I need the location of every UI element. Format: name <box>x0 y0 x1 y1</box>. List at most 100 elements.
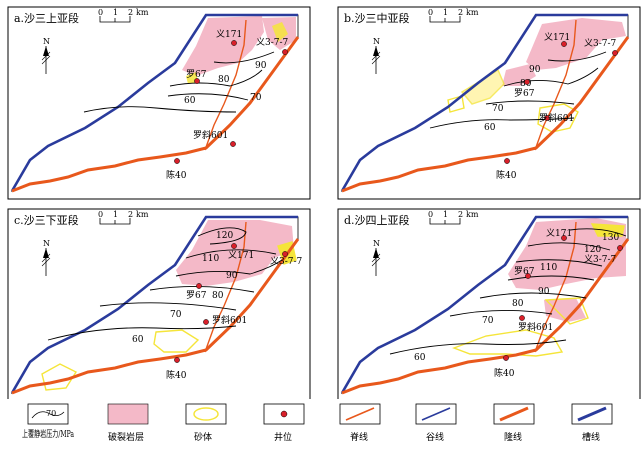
well-label: 罗斜601 <box>212 314 247 326</box>
legend-label: 谷线 <box>426 431 444 443</box>
svg-text:1: 1 <box>443 210 448 219</box>
panel-c: c.沙三下亚段 0 1 2 km N 120 <box>7 208 311 402</box>
well-label: 陈40 <box>496 169 517 181</box>
contour-label-80: 80 <box>218 75 230 85</box>
contour-label-120: 120 <box>216 231 233 241</box>
pressure-contours <box>429 51 607 129</box>
scale-bar: 0 1 2 km <box>428 8 479 23</box>
svg-text:1: 1 <box>113 8 118 17</box>
legend-item-fracture: 破裂岩层 <box>107 403 149 443</box>
svg-text:2: 2 <box>458 8 463 17</box>
legend: 70 上覆静岩压力/MPa 破裂岩层 砂体 井位 脊线 谷线 <box>0 399 641 461</box>
svg-text:km: km <box>136 8 149 17</box>
north-arrow-icon: N <box>41 37 51 75</box>
well-label: 罗67 <box>514 266 535 277</box>
panel-b-title: b.沙三中亚段 <box>344 11 410 25</box>
svg-text:2: 2 <box>128 210 133 219</box>
scale-bar: 0 1 2 km <box>428 210 479 225</box>
north-arrow-icon: N <box>41 239 51 277</box>
well-label: 罗67 <box>514 88 535 99</box>
panel-a-title: a.沙三上亚段 <box>14 11 79 25</box>
legend-item-ridge: 脊线 <box>339 403 381 443</box>
sand-bodies <box>452 223 625 357</box>
svg-text:2: 2 <box>458 210 463 219</box>
contour-label-60: 60 <box>132 335 144 345</box>
contour-label-70: 70 <box>492 104 504 114</box>
legend-label: 破裂岩层 <box>108 431 144 443</box>
contour-label-120: 120 <box>584 245 601 255</box>
pressure-contours <box>83 51 275 113</box>
legend-item-valley: 谷线 <box>415 403 457 443</box>
contour-label-60: 60 <box>414 353 426 363</box>
well-label: 陈40 <box>166 369 187 381</box>
svg-text:N: N <box>373 37 380 46</box>
north-arrow-icon: N <box>371 37 381 75</box>
contour-label-70: 70 <box>482 316 494 326</box>
pressure-contours <box>389 228 627 355</box>
well-label: 义171 <box>544 32 570 43</box>
fracture-zones <box>176 220 294 286</box>
legend-label: 上覆静岩压力/MPa <box>22 428 74 440</box>
legend-label: 脊线 <box>350 431 368 443</box>
well-label: 义3-7-7 <box>584 38 617 49</box>
svg-text:km: km <box>466 210 479 219</box>
legend-item-well: 井位 <box>263 403 305 443</box>
scale-bar: 0 1 2 km <box>98 210 149 225</box>
svg-text:0: 0 <box>428 8 433 17</box>
contour-label-60: 60 <box>484 123 496 133</box>
contour-label-90: 90 <box>255 61 267 71</box>
svg-text:70: 70 <box>46 409 56 418</box>
svg-text:N: N <box>373 239 380 248</box>
legend-item-sand: 砂体 <box>185 403 227 443</box>
well-label: 义3-7-7 <box>270 256 303 267</box>
well-label: 义171 <box>546 228 572 239</box>
scale-bar: 0 1 2 km <box>98 8 149 23</box>
contour-label-130: 130 <box>602 233 619 243</box>
contour-label-110: 110 <box>202 254 219 264</box>
well-label: 陈40 <box>166 169 187 181</box>
contour-label-90: 90 <box>538 287 550 297</box>
svg-text:0: 0 <box>98 210 103 219</box>
well-label: 罗斜601 <box>539 112 574 124</box>
well-label: 义3-7-7 <box>584 254 617 265</box>
svg-text:N: N <box>43 37 50 46</box>
contour-label-80: 80 <box>512 299 524 309</box>
panel-b: b.沙三中亚段 0 1 2 km N 90 80 7 <box>337 6 641 200</box>
well-label: 罗斜601 <box>193 129 228 141</box>
contour-label-60: 60 <box>184 96 196 106</box>
well-label: 义171 <box>228 250 254 261</box>
well-label: 罗67 <box>186 69 207 80</box>
contour-label-70: 70 <box>250 93 262 103</box>
contour-label-80: 80 <box>212 291 224 301</box>
contour-label-70: 70 <box>170 310 182 320</box>
contour-label-90: 90 <box>226 271 238 281</box>
wells <box>504 41 618 164</box>
svg-text:0: 0 <box>98 8 103 17</box>
well-label: 罗67 <box>186 290 207 301</box>
svg-text:2: 2 <box>128 8 133 17</box>
svg-text:1: 1 <box>113 210 118 219</box>
legend-label: 槽线 <box>582 431 600 443</box>
legend-label: 砂体 <box>194 431 212 443</box>
legend-item-trough: 槽线 <box>571 403 613 443</box>
well-label: 罗斜601 <box>518 321 553 333</box>
wells <box>503 235 623 361</box>
svg-text:0: 0 <box>428 210 433 219</box>
svg-text:N: N <box>43 239 50 248</box>
svg-text:km: km <box>466 8 479 17</box>
panel-c-title: c.沙三下亚段 <box>14 213 79 227</box>
legend-item-uplift: 隆线 <box>493 403 535 443</box>
svg-text:1: 1 <box>443 8 448 17</box>
panel-d: d.沙四上亚段 0 1 2 km N <box>337 208 641 402</box>
well-label: 义3-7-7 <box>256 37 289 48</box>
contour-label-90: 90 <box>529 65 541 75</box>
legend-label: 隆线 <box>504 431 522 443</box>
legend-item-contour: 70 上覆静岩压力/MPa <box>22 403 74 440</box>
contour-label-110: 110 <box>540 263 557 273</box>
wells <box>174 40 288 164</box>
well-label: 义171 <box>216 29 242 40</box>
svg-text:km: km <box>136 210 149 219</box>
legend-label: 井位 <box>274 431 292 443</box>
panel-a: a.沙三上亚段 0 1 2 km N 90 80 70 6 <box>7 6 311 200</box>
